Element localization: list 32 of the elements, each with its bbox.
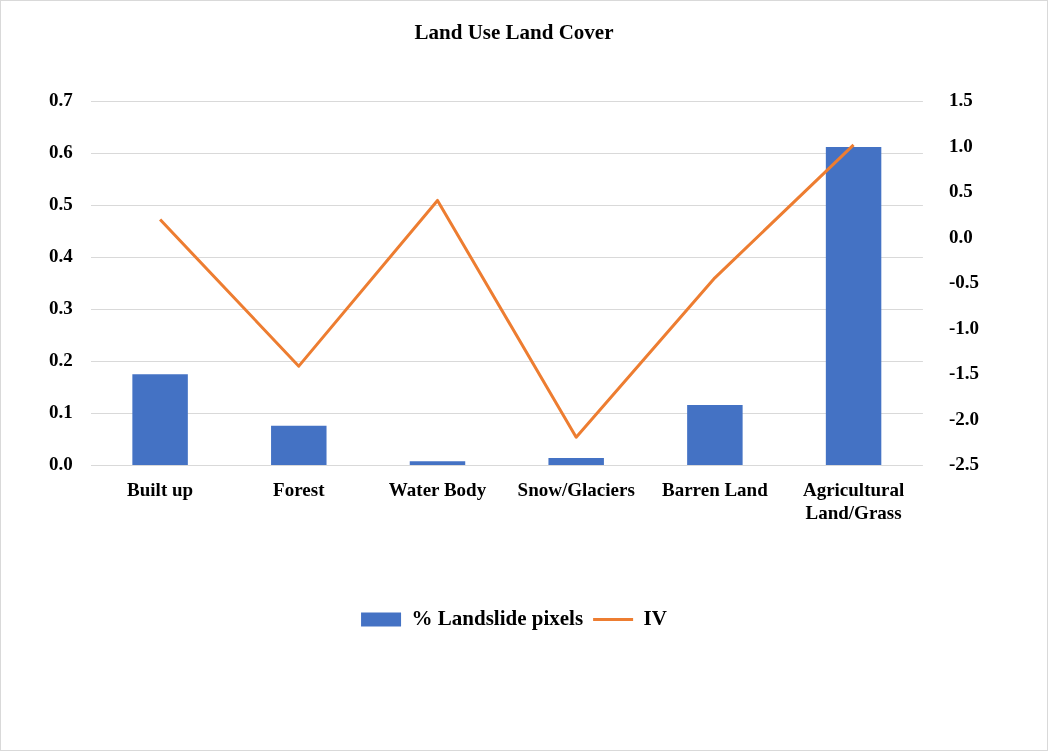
x-tick-label: Forest <box>273 478 326 500</box>
x-tick-label: Barren Land <box>662 478 769 500</box>
legend-label: IV <box>643 605 667 630</box>
y2-tick-label: -2.0 <box>948 407 979 429</box>
bar <box>409 461 466 465</box>
y-tick-label: 0.2 <box>49 349 73 371</box>
x-tick-label: Built up <box>127 478 194 500</box>
y2-tick-label: 0.5 <box>948 180 973 202</box>
bar <box>687 405 743 465</box>
chart-title: Land Use Land Cover <box>414 20 614 45</box>
y-tick-label: 0.0 <box>49 453 73 475</box>
x-tick-label: Agricultural Land/Grass <box>802 478 905 523</box>
y-tick-label: 0.1 <box>49 401 73 423</box>
y-tick-label: 0.6 <box>49 141 73 163</box>
legend-label: % Landslide pixels <box>411 605 584 630</box>
y2-tick-label: 0.0 <box>948 225 973 247</box>
bar <box>825 146 882 465</box>
y2-tick-label: -0.5 <box>948 271 979 293</box>
bar <box>132 374 188 465</box>
y2-tick-label: 1.0 <box>948 134 973 156</box>
bar <box>548 458 604 465</box>
bar <box>271 425 327 465</box>
y-tick-label: 0.3 <box>49 297 73 319</box>
y-tick-label: 0.7 <box>49 89 74 111</box>
y2-tick-label: -1.5 <box>948 362 979 384</box>
y-tick-label: 0.5 <box>49 193 73 215</box>
y-tick-label: 0.4 <box>49 245 74 267</box>
y2-tick-label: -1.0 <box>948 316 979 338</box>
y2-tick-label: -2.5 <box>948 453 979 475</box>
y2-tick-label: 1.5 <box>948 89 973 111</box>
x-tick-label: Snow/Glaciers <box>517 478 635 500</box>
x-tick-label: Water Body <box>388 478 487 500</box>
